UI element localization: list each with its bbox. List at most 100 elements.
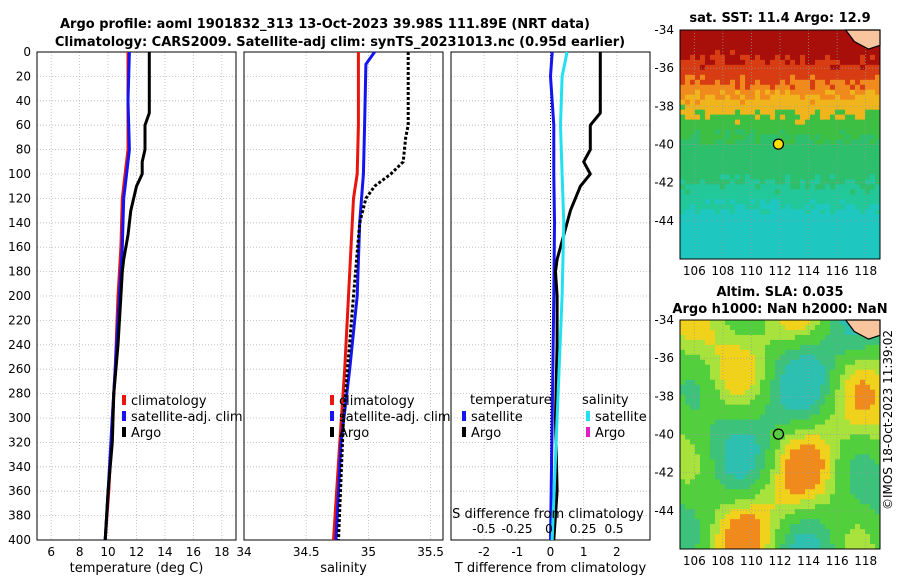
- map-cell: [695, 354, 701, 361]
- map-cell: [740, 384, 746, 391]
- map-cell: [850, 339, 856, 346]
- map-cell: [735, 429, 741, 435]
- map-cell: [680, 129, 686, 135]
- map-y-tick-label: -38: [654, 99, 674, 113]
- map-cell: [820, 159, 826, 165]
- map-cell: [865, 369, 871, 376]
- map-cell: [760, 204, 766, 210]
- map-cell: [850, 544, 856, 550]
- map-cell: [865, 84, 871, 91]
- map-cell: [800, 34, 806, 41]
- map-cell: [825, 244, 831, 250]
- map-cell: [840, 514, 846, 520]
- map-cell: [775, 439, 781, 445]
- map-cell: [755, 499, 761, 505]
- map-cell: [845, 114, 851, 121]
- map-cell: [815, 114, 821, 121]
- map-cell: [735, 329, 741, 336]
- map-cell: [695, 359, 701, 366]
- map-cell: [680, 544, 686, 550]
- map-cell: [780, 529, 786, 535]
- map-cell: [870, 94, 876, 101]
- map-cell: [795, 469, 801, 475]
- map-cell: [685, 39, 691, 46]
- map-cell: [725, 519, 731, 525]
- map-cell: [810, 94, 816, 101]
- map-cell: [815, 169, 821, 175]
- map-cell: [715, 34, 721, 41]
- map-cell: [770, 184, 776, 190]
- map-cell: [765, 249, 771, 255]
- map-cell: [725, 534, 731, 540]
- map-cell: [800, 129, 806, 135]
- map-cell: [740, 194, 746, 200]
- map-cell: [760, 334, 766, 341]
- map-cell: [800, 499, 806, 505]
- map-cell: [700, 139, 706, 145]
- map-cell: [750, 44, 756, 51]
- map-cell: [865, 204, 871, 210]
- map-cell: [695, 129, 701, 135]
- map-cell: [750, 444, 756, 450]
- map-cell: [845, 79, 851, 86]
- map-cell: [860, 129, 866, 135]
- map-cell: [685, 359, 691, 366]
- map-cell: [685, 409, 691, 415]
- legend-label: Argo: [339, 426, 369, 441]
- map-cell: [845, 109, 851, 116]
- map-cell: [685, 184, 691, 190]
- map-cell: [775, 54, 781, 61]
- map-cell: [690, 539, 696, 545]
- map-cell: [855, 369, 861, 376]
- map-cell: [730, 409, 736, 415]
- map-cell: [710, 384, 716, 391]
- map-cell: [775, 389, 781, 396]
- map-cell: [875, 429, 881, 435]
- map-cell: [855, 84, 861, 91]
- map-cell: [830, 519, 836, 525]
- map-cell: [700, 154, 706, 160]
- map-cell: [765, 109, 771, 116]
- map-cell: [795, 44, 801, 51]
- map-cell: [710, 169, 716, 175]
- map-cell: [695, 254, 701, 260]
- map-cell: [745, 394, 751, 401]
- map-cell: [850, 379, 856, 386]
- map-cell: [790, 84, 796, 91]
- map-cell: [725, 174, 731, 180]
- map-cell: [760, 504, 766, 510]
- map-cell: [745, 74, 751, 81]
- map-cell: [730, 89, 736, 96]
- map-cell: [810, 54, 816, 61]
- map-cell: [690, 254, 696, 260]
- map-cell: [780, 129, 786, 135]
- map-cell: [705, 159, 711, 165]
- map-cell: [875, 54, 881, 61]
- map-cell: [765, 494, 771, 500]
- map-cell: [720, 219, 726, 225]
- map-cell: [680, 54, 686, 61]
- map-cell: [840, 39, 846, 46]
- map-cell: [715, 354, 721, 361]
- map-cell: [850, 344, 856, 351]
- map-cell: [840, 539, 846, 545]
- map-cell: [745, 434, 751, 440]
- map-cell: [840, 394, 846, 401]
- map-cell: [725, 379, 731, 386]
- map-cell: [845, 474, 851, 480]
- map-cell: [805, 449, 811, 455]
- map-cell: [755, 454, 761, 460]
- map-cell: [820, 539, 826, 545]
- map-cell: [780, 414, 786, 420]
- map-cell: [700, 479, 706, 485]
- map-cell: [750, 244, 756, 250]
- map-cell: [725, 169, 731, 175]
- map-cell: [850, 254, 856, 260]
- map-cell: [870, 464, 876, 470]
- map-cell: [695, 464, 701, 470]
- map-cell: [770, 509, 776, 515]
- map-cell: [750, 454, 756, 460]
- map-cell: [780, 74, 786, 81]
- map-cell: [775, 219, 781, 225]
- map-cell: [755, 39, 761, 46]
